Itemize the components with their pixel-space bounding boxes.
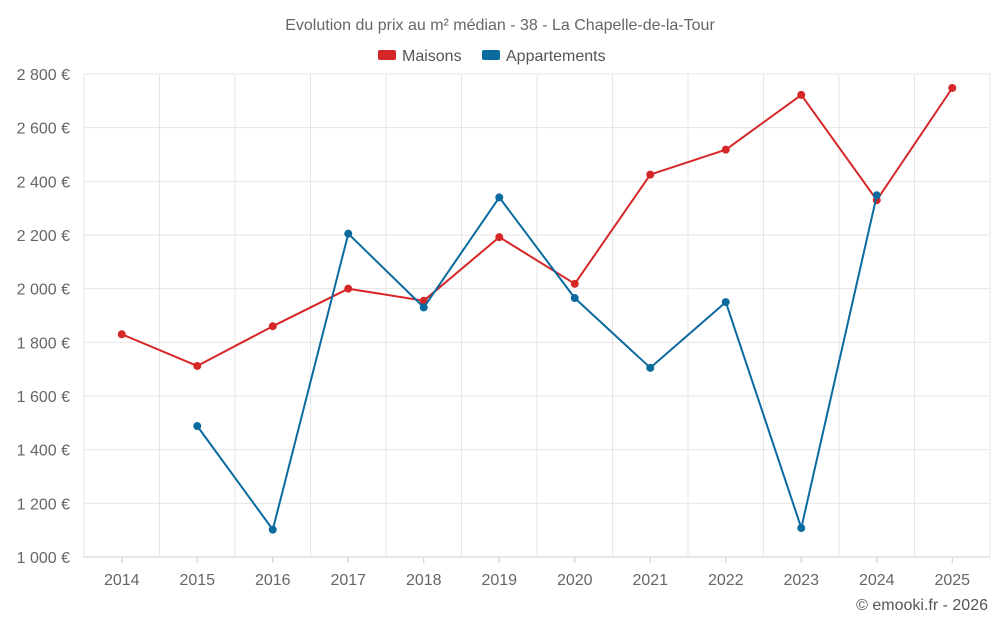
x-tick-label: 2016 [255,572,291,589]
x-tick-label: 2015 [179,572,215,589]
series-maisons [117,83,957,370]
data-point-appartements[interactable] [646,363,655,372]
legend-label-maisons: Maisons [402,48,462,65]
data-point-maisons[interactable] [721,145,730,154]
data-point-maisons[interactable] [193,361,202,370]
x-tick-label: 2022 [708,572,744,589]
data-point-appartements[interactable] [570,294,579,303]
data-point-maisons[interactable] [948,83,957,92]
legend-item-maisons[interactable]: Maisons [378,48,462,65]
x-tick-label: 2019 [481,572,517,589]
y-tick-label: 1 200 € [17,496,70,513]
y-tick-label: 1 400 € [17,443,70,460]
y-tick-label: 1 600 € [17,389,70,406]
y-tick-label: 2 200 € [17,228,70,245]
data-point-maisons[interactable] [646,170,655,179]
x-tick-label: 2018 [406,572,442,589]
series-line-maisons [121,87,954,367]
legend-label-appartements: Appartements [506,48,606,65]
series [117,83,957,534]
series-appartements [193,191,881,534]
data-point-maisons[interactable] [344,284,353,293]
y-tick-label: 2 600 € [17,121,70,138]
x-tick-label: 2021 [632,572,668,589]
y-tick-label: 2 800 € [17,67,70,84]
data-point-appartements[interactable] [872,191,881,200]
legend: Maisons Appartements [378,48,606,65]
data-point-appartements[interactable] [419,303,428,312]
data-point-appartements[interactable] [344,229,353,238]
credit-text: © emooki.fr - 2026 [856,597,988,614]
x-tick-label: 2024 [859,572,895,589]
x-tick-label: 2014 [104,572,140,589]
chart-title: Evolution du prix au m² médian - 38 - La… [285,17,715,34]
data-point-appartements[interactable] [495,193,504,202]
data-point-appartements[interactable] [268,525,277,534]
data-point-appartements[interactable] [721,298,730,307]
y-tick-label: 1 800 € [17,335,70,352]
x-axis: 2014 2015 2016 2017 2018 2019 2020 2021 2022 2023… [104,557,970,589]
x-tick-label: 2025 [934,572,970,589]
y-tick-label: 1 000 € [17,550,70,567]
y-tick-label: 2 000 € [17,282,70,299]
x-tick-label: 2023 [783,572,819,589]
legend-swatch-appartements [482,50,500,60]
legend-item-appartements[interactable]: Appartements [482,48,606,65]
x-tick-label: 2017 [330,572,366,589]
data-point-maisons[interactable] [268,322,277,331]
data-point-appartements[interactable] [193,422,202,431]
data-point-maisons[interactable] [117,330,126,339]
legend-swatch-maisons [378,50,396,60]
series-line-appartements [196,195,878,531]
data-point-maisons[interactable] [570,279,579,288]
y-axis: 1 000 € 1 200 € 1 400 € 1 600 € 1 800 € 2 000… [17,67,70,567]
data-point-maisons[interactable] [495,233,504,242]
data-point-appartements[interactable] [797,524,806,533]
data-point-maisons[interactable] [419,296,428,305]
data-point-maisons[interactable] [797,90,806,99]
x-tick-label: 2020 [557,572,593,589]
y-tick-label: 2 400 € [17,174,70,191]
grid [83,73,991,558]
